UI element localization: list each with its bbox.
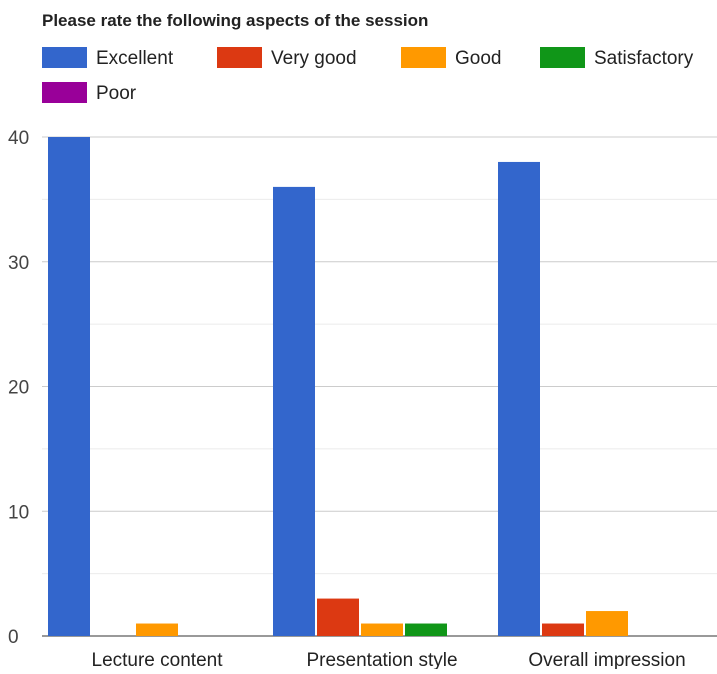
bar-presentation-style-excellent (273, 186, 315, 636)
y-tick-label: 10 (8, 502, 29, 523)
chart-title: Please rate the following aspects of the… (42, 11, 428, 30)
bar-presentation-style-satisfactory (405, 623, 447, 636)
legend-swatch-excellent (42, 47, 87, 68)
y-tick-label: 0 (8, 627, 19, 648)
x-tick-label: Presentation style (306, 650, 457, 669)
bar-overall-impression-very-good (542, 623, 584, 636)
bars (48, 137, 628, 636)
bar-lecture-content-good (136, 623, 178, 636)
gridlines (42, 136, 717, 637)
legend-label-poor: Poor (96, 83, 137, 104)
legend-swatch-poor (42, 82, 87, 103)
x-axis-ticks: Lecture content Presentation style Overall… (92, 650, 686, 671)
legend-item-good: Good (401, 47, 501, 69)
legend-label-very-good: Very good (271, 48, 357, 69)
legend-swatch-satisfactory (540, 47, 585, 68)
bar-overall-impression-excellent (498, 161, 540, 636)
y-tick-label: 40 (8, 128, 29, 149)
y-axis-ticks: 0 10 20 30 40 (8, 128, 29, 648)
legend-swatch-good (401, 47, 446, 68)
legend-item-excellent: Excellent (42, 47, 174, 69)
legend: Excellent Very good Good Satisfactory Poor (42, 47, 694, 104)
legend-item-satisfactory: Satisfactory (540, 47, 694, 69)
legend-item-very-good: Very good (217, 47, 357, 69)
bar-lecture-content-excellent (48, 137, 90, 636)
legend-swatch-very-good (217, 47, 262, 68)
legend-label-excellent: Excellent (96, 48, 174, 69)
x-tick-label: Overall impression (528, 650, 685, 669)
y-tick-label: 20 (8, 378, 29, 399)
bar-presentation-style-good (361, 623, 403, 636)
bar-overall-impression-good (586, 611, 628, 636)
y-tick-label: 30 (8, 253, 29, 274)
legend-item-poor: Poor (42, 82, 137, 104)
legend-label-good: Good (455, 48, 501, 69)
x-tick-label: Lecture content (92, 650, 224, 669)
bar-presentation-style-very-good (317, 598, 359, 636)
legend-label-satisfactory: Satisfactory (594, 48, 694, 69)
